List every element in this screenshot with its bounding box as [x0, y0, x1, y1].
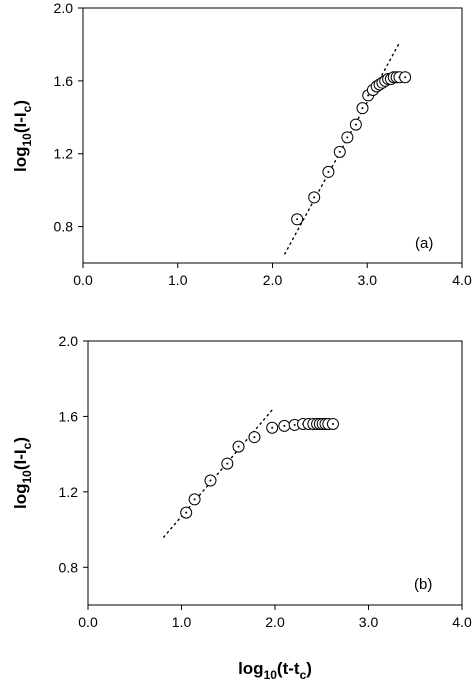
fit-line-b	[163, 408, 274, 538]
plot-frame-b	[87, 340, 463, 606]
data-point-center	[404, 76, 407, 79]
fit-line	[163, 408, 274, 538]
y-tick-label: 2.0	[59, 333, 79, 349]
y-ticks-a: 0.8 1.2 1.6 2.0	[54, 0, 83, 235]
data-point-center	[346, 136, 349, 139]
x-tick-label: 4.0	[452, 272, 472, 288]
y-tick-label: 1.2	[54, 146, 74, 162]
data-point-center	[209, 479, 212, 482]
x-tick-label: 1.0	[168, 272, 188, 288]
data-point-center	[338, 150, 341, 153]
data-point-center	[185, 511, 188, 514]
panel-b: 0.0 1.0 2.0 3.0 4.0 0.8 1.2 1.6 2.0 (b) log10(I…	[11, 333, 472, 682]
markers-a	[291, 71, 412, 226]
y-tick-label: 0.8	[59, 559, 79, 575]
data-point-center	[237, 445, 240, 448]
data-point-center	[361, 107, 364, 110]
data-point-center	[293, 423, 296, 426]
data-point-center	[327, 170, 330, 173]
x-tick-label: 2.0	[263, 272, 283, 288]
data-point-center	[253, 436, 256, 439]
y-ticks-b: 0.8 1.2 1.6 2.0	[59, 333, 88, 575]
svg-text:log10(I-Ic): log10(I-Ic)	[11, 437, 34, 509]
x-tick-label: 2.0	[265, 614, 285, 630]
data-point-center	[226, 462, 229, 465]
data-point-center	[367, 94, 370, 97]
y-tick-label: 1.2	[59, 484, 79, 500]
y-tick-label: 2.0	[54, 0, 74, 16]
markers-b	[180, 417, 339, 519]
data-point-center	[271, 426, 274, 429]
x-tick-label: 0.0	[78, 614, 98, 630]
x-tick-label: 3.0	[358, 272, 378, 288]
panel-a: 0.0 1.0 2.0 3.0 4.0 0.8 1.2 1.6 2.0 (a) log10(I…	[11, 0, 472, 288]
y-tick-label: 1.6	[54, 73, 74, 89]
x-ticks-a: 0.0 1.0 2.0 3.0 4.0	[73, 263, 472, 288]
data-point-center	[354, 123, 357, 126]
panel-label-b: (b)	[414, 576, 432, 593]
plot-frame-a	[82, 7, 463, 264]
data-point-center	[283, 424, 286, 427]
y-tick-label: 1.6	[59, 408, 79, 424]
x-ticks-b: 0.0 1.0 2.0 3.0 4.0	[78, 605, 472, 630]
data-point-center	[296, 218, 299, 221]
x-tick-label: 1.0	[172, 614, 192, 630]
data-point-center	[193, 498, 196, 501]
svg-text:log10(t-tc): log10(t-tc)	[238, 659, 312, 682]
data-point-center	[313, 196, 316, 199]
x-tick-label: 0.0	[73, 272, 93, 288]
y-axis-title-b: log10(I-Ic)	[11, 437, 34, 509]
data-point-center	[331, 422, 334, 425]
y-axis-title-a: log10(I-Ic)	[11, 100, 34, 172]
y-tick-label: 0.8	[54, 219, 74, 235]
x-tick-label: 4.0	[452, 614, 472, 630]
panel-label-a: (a)	[415, 235, 433, 252]
x-tick-label: 3.0	[359, 614, 379, 630]
x-axis-title-b: log10(t-tc)	[238, 659, 312, 682]
svg-text:log10(I-Ic): log10(I-Ic)	[11, 100, 34, 172]
